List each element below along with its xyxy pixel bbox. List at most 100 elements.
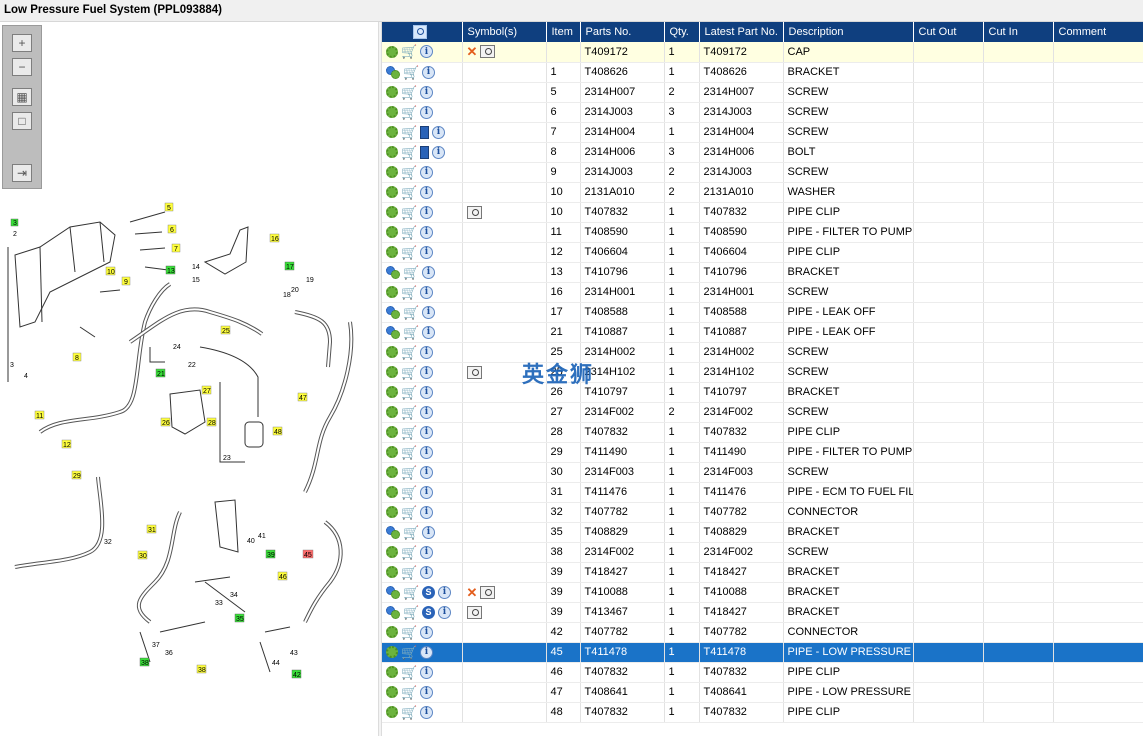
info-icon[interactable]: i <box>420 485 433 499</box>
cart-icon[interactable]: 🛒 <box>401 644 418 660</box>
gear-icon[interactable] <box>386 486 398 498</box>
table-row[interactable]: 🛒 i 6 2314J003 3 2314J003 SCREW <box>382 102 1143 123</box>
cart-icon[interactable]: 🛒 <box>401 204 418 220</box>
gear-icon[interactable] <box>386 166 398 178</box>
gear-icon[interactable] <box>386 706 398 718</box>
info-icon[interactable]: i <box>438 605 451 619</box>
table-row[interactable]: 🛒 i 48 T407832 1 T407832 PIPE CLIP <box>382 702 1143 723</box>
info-icon[interactable]: i <box>420 425 433 439</box>
column-header-cut-in[interactable]: Cut In <box>983 22 1054 42</box>
gear-icon[interactable] <box>386 686 398 698</box>
table-row[interactable]: 🛒 i 9 2314J003 2 2314J003 SCREW <box>382 162 1143 183</box>
book-icon[interactable] <box>420 145 429 159</box>
gear-icon[interactable] <box>386 406 398 418</box>
gears-icon[interactable] <box>386 325 400 339</box>
cart-icon[interactable]: 🛒 <box>401 144 418 160</box>
info-icon[interactable]: i <box>420 105 433 119</box>
table-row[interactable]: 🛒 i 1 T408626 1 T408626 BRACKET <box>382 62 1143 83</box>
view-illustration-icon[interactable] <box>466 205 482 219</box>
gear-icon[interactable] <box>386 446 398 458</box>
info-icon[interactable]: i <box>422 65 435 79</box>
info-icon[interactable]: i <box>420 445 433 459</box>
zoom-out-icon[interactable]: − <box>12 58 32 76</box>
column-header-symbols[interactable]: Symbol(s) <box>462 22 547 42</box>
cart-icon[interactable]: 🛒 <box>403 584 420 600</box>
gear-icon[interactable] <box>386 506 398 518</box>
table-row[interactable]: 🛒 i 11 T408590 1 T408590 PIPE - FILTER TO PUMP <box>382 222 1143 243</box>
info-icon[interactable]: i <box>422 325 435 339</box>
table-row[interactable]: 🛒 i 7 2314H004 1 2314H004 SCREW <box>382 122 1143 143</box>
table-row[interactable]: 🛒 i 30 2314F003 1 2314F003 SCREW <box>382 462 1143 483</box>
cart-icon[interactable]: 🛒 <box>403 524 420 540</box>
cart-icon[interactable]: 🛒 <box>403 64 420 80</box>
table-row[interactable]: 🛒 i 28 T407832 1 T407832 PIPE CLIP <box>382 422 1143 443</box>
table-row[interactable]: 🛒 i 32 T407782 1 T407782 CONNECTOR <box>382 502 1143 523</box>
column-header-cut-out[interactable]: Cut Out <box>913 22 984 42</box>
column-header-tools[interactable] <box>382 22 463 42</box>
gears-icon[interactable] <box>386 65 400 79</box>
fit-page-icon[interactable]: □ <box>12 112 32 130</box>
info-icon[interactable]: i <box>420 665 433 679</box>
table-row[interactable]: 🛒 i 46 T407832 1 T407832 PIPE CLIP <box>382 662 1143 683</box>
cart-icon[interactable]: 🛒 <box>401 364 418 380</box>
info-icon[interactable]: i <box>420 185 433 199</box>
column-header-comment[interactable]: Comment <box>1053 22 1143 42</box>
cart-icon[interactable]: 🛒 <box>403 604 420 620</box>
info-icon[interactable]: i <box>422 525 435 539</box>
gears-icon[interactable] <box>386 585 400 599</box>
info-icon[interactable]: i <box>420 245 433 259</box>
supersession-icon[interactable]: S <box>422 605 435 619</box>
info-icon[interactable]: i <box>420 645 433 659</box>
pane-splitter[interactable] <box>378 22 382 736</box>
info-icon[interactable]: i <box>422 265 435 279</box>
cart-icon[interactable]: 🛒 <box>401 564 418 580</box>
gear-icon[interactable] <box>386 146 398 158</box>
info-icon[interactable]: i <box>420 225 433 239</box>
table-row[interactable]: 🛒 i 16 2314H001 1 2314H001 SCREW <box>382 282 1143 303</box>
cart-icon[interactable]: 🛒 <box>401 484 418 500</box>
cart-icon[interactable]: 🛒 <box>401 684 418 700</box>
cart-icon[interactable]: 🛒 <box>401 544 418 560</box>
info-icon[interactable]: i <box>420 85 433 99</box>
cart-icon[interactable]: 🛒 <box>401 224 418 240</box>
column-header-item[interactable]: Item <box>546 22 581 42</box>
diagram-pane[interactable]: + − ▦ □ ⇥ <box>0 22 378 736</box>
table-row[interactable]: 🛒 i 8 2314H006 3 2314H006 BOLT <box>382 142 1143 163</box>
cart-icon[interactable]: 🛒 <box>401 624 418 640</box>
info-icon[interactable]: i <box>420 545 433 559</box>
table-row[interactable]: 🛒 i 25 2314H002 1 2314H002 SCREW <box>382 342 1143 363</box>
find-icon[interactable] <box>413 24 427 39</box>
close-icon[interactable]: ✕ <box>466 584 478 600</box>
gear-icon[interactable] <box>386 426 398 438</box>
info-icon[interactable]: i <box>420 165 433 179</box>
info-icon[interactable]: i <box>420 685 433 699</box>
zoom-in-icon[interactable]: + <box>12 34 32 52</box>
table-row[interactable]: 🛒 i 35 T408829 1 T408829 BRACKET <box>382 522 1143 543</box>
table-row[interactable]: 🛒 i 13 T410796 1 T410796 BRACKET <box>382 262 1143 283</box>
info-icon[interactable]: i <box>420 625 433 639</box>
table-row[interactable]: 🛒 i 42 T407782 1 T407782 CONNECTOR <box>382 622 1143 643</box>
gears-icon[interactable] <box>386 525 400 539</box>
gear-icon[interactable] <box>386 45 398 58</box>
info-icon[interactable]: i <box>420 505 433 519</box>
column-header-parts-no[interactable]: Parts No. <box>580 22 665 42</box>
info-icon[interactable]: i <box>432 145 445 159</box>
gear-icon[interactable] <box>386 206 398 218</box>
table-row[interactable]: 🛒 i 25 2314H102 1 2314H102 SCREW <box>382 362 1143 383</box>
info-icon[interactable]: i <box>420 565 433 579</box>
gear-icon[interactable] <box>386 286 398 298</box>
cart-icon[interactable]: 🛒 <box>401 344 418 360</box>
gear-icon[interactable] <box>386 386 398 398</box>
cart-icon[interactable]: 🛒 <box>403 264 420 280</box>
cart-icon[interactable]: 🛒 <box>401 104 418 120</box>
gear-icon[interactable] <box>386 626 398 638</box>
info-icon[interactable]: i <box>432 125 445 139</box>
table-row[interactable]: 🛒 i 10 2131A010 2 2131A010 WASHER <box>382 182 1143 203</box>
gear-icon[interactable] <box>386 346 398 358</box>
close-icon[interactable]: ✕ <box>466 44 478 60</box>
gear-icon[interactable] <box>386 646 398 658</box>
